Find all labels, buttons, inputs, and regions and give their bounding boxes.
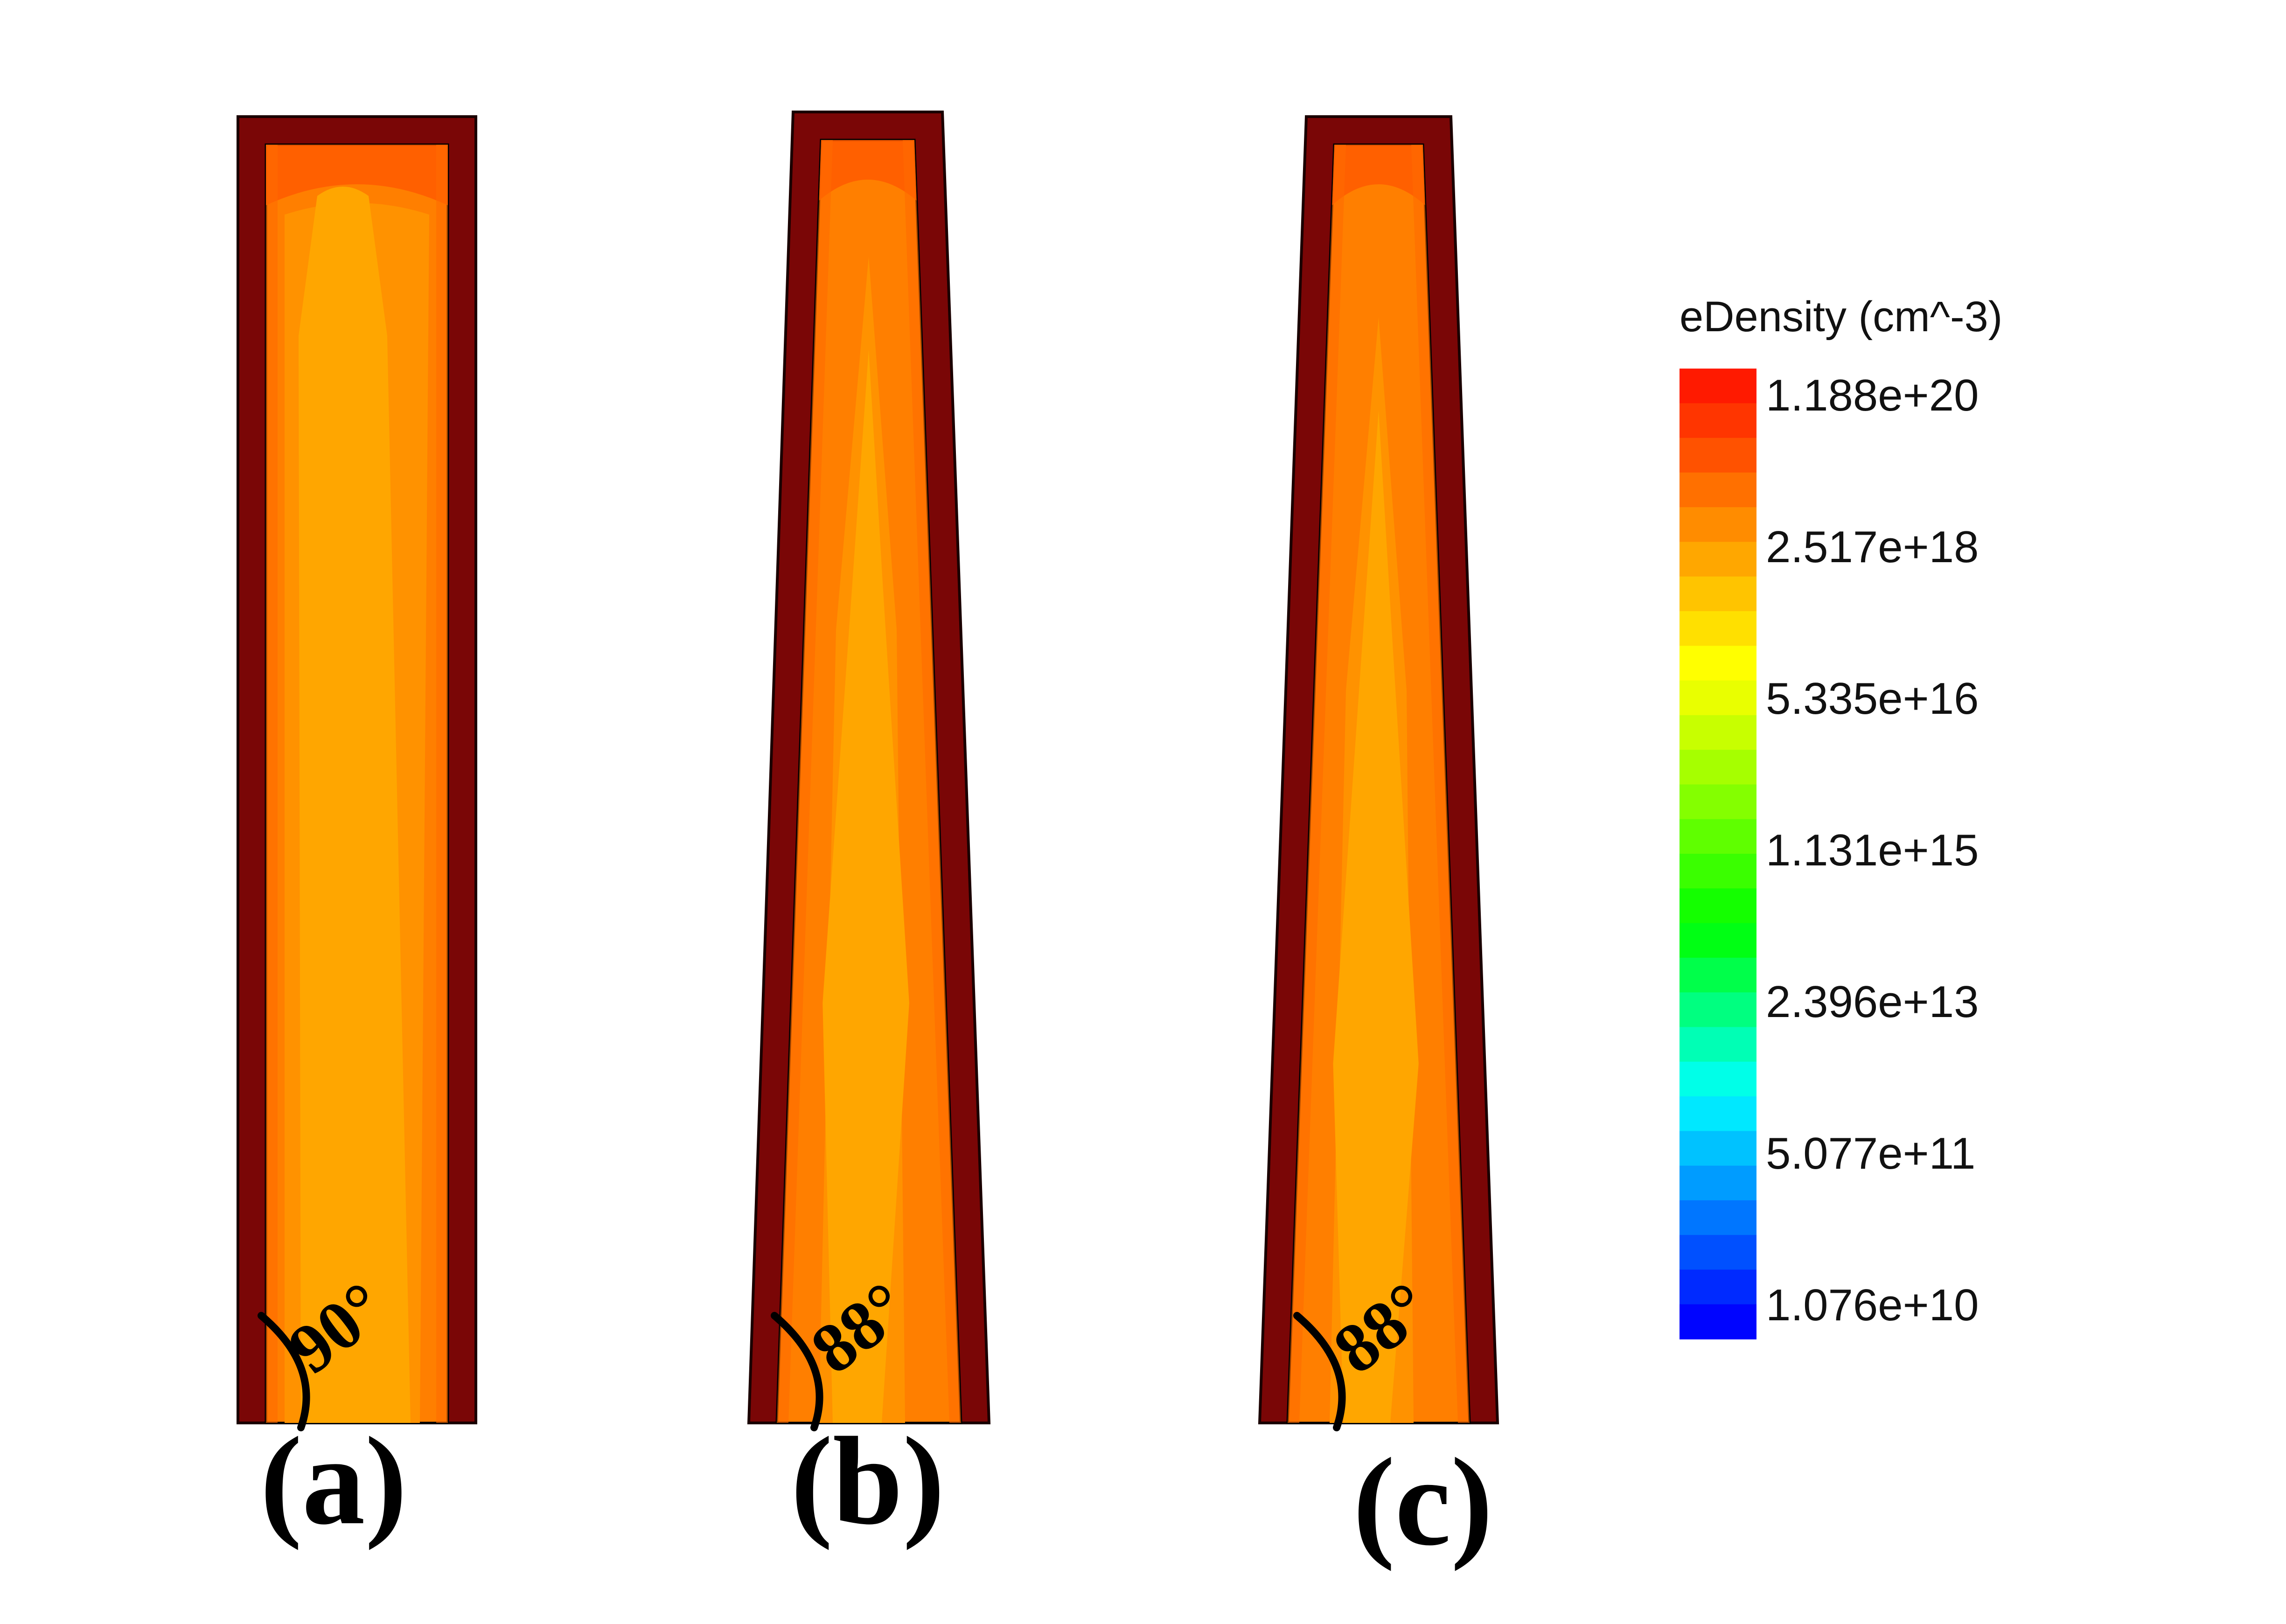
panel-c: 88°(c) (1258, 115, 1499, 1572)
legend-color-band (1680, 992, 1756, 1028)
legend-color-band (1680, 611, 1756, 647)
panel-b: 88°(b) (747, 111, 991, 1551)
sidewall-angle-arc (258, 1312, 310, 1431)
legend-tick-label-7: 1.076e+10 (1766, 1280, 1979, 1330)
panel-label: (c) (1353, 1432, 1493, 1572)
legend-color-band (1680, 715, 1756, 751)
legend-color-band (1680, 680, 1756, 716)
density-region-core (822, 350, 909, 1423)
density-region-right-wall (903, 140, 961, 1423)
legend-color-band (1680, 472, 1756, 508)
legend-tick-label-5: 2.396e+13 (1766, 977, 1979, 1027)
legend-color-band (1680, 923, 1756, 958)
legend-color-band (1680, 1061, 1756, 1097)
legend-color-band (1680, 819, 1756, 854)
density-region-left-wall (1288, 145, 1346, 1423)
legend-color-band (1680, 1096, 1756, 1132)
density-region-top (266, 145, 448, 205)
legend-color-band (1680, 369, 1756, 404)
legend-color-band (1680, 1269, 1756, 1305)
legend-color-band (1680, 1235, 1756, 1270)
density-region-top (819, 140, 917, 201)
density-region-left-wall (777, 140, 833, 1423)
legend-color-band (1680, 750, 1756, 785)
legend-tick-label-6: 5.077e+11 (1766, 1129, 1975, 1178)
legend-color-band (1680, 888, 1756, 924)
sidewall-angle-arc (1293, 1312, 1346, 1431)
legend-tick-label-4: 1.131e+15 (1766, 825, 1979, 875)
density-region-left-wall (266, 145, 278, 1423)
legend-color-band (1680, 1131, 1756, 1166)
panel-label: (a) (260, 1411, 407, 1551)
legend-color-band (1680, 957, 1756, 993)
legend-color-band (1680, 1304, 1756, 1339)
legend-color-band (1680, 507, 1756, 543)
legend-color-band (1680, 576, 1756, 612)
sidewall-angle-arc (771, 1312, 823, 1431)
legend-color-band (1680, 438, 1756, 473)
density-region-right-wall (1411, 145, 1470, 1423)
legend-tick-label-2: 2.517e+18 (1766, 522, 1979, 572)
panel-a: 90°(a) (237, 115, 477, 1551)
legend-color-band (1680, 784, 1756, 820)
panel-label: (b) (791, 1411, 945, 1551)
legend-color-band (1680, 542, 1756, 577)
density-region-core (299, 187, 411, 1423)
legend-color-band (1680, 854, 1756, 889)
legend-colorbar (1680, 369, 1756, 1339)
color-legend: eDensity (cm^-3) 1.188e+20 2.517e+18 5.3… (1680, 293, 2002, 1339)
legend-title: eDensity (cm^-3) (1680, 293, 2002, 341)
legend-color-band (1680, 403, 1756, 439)
legend-color-band (1680, 1165, 1756, 1201)
density-region-core (1333, 411, 1419, 1423)
legend-tick-label-3: 5.335e+16 (1766, 674, 1979, 724)
legend-color-band (1680, 1027, 1756, 1062)
legend-color-band (1680, 1200, 1756, 1236)
density-region-top (1332, 145, 1425, 205)
density-region-right-wall (436, 145, 448, 1423)
legend-tick-label-1: 1.188e+20 (1766, 370, 1979, 420)
legend-color-band (1680, 646, 1756, 681)
